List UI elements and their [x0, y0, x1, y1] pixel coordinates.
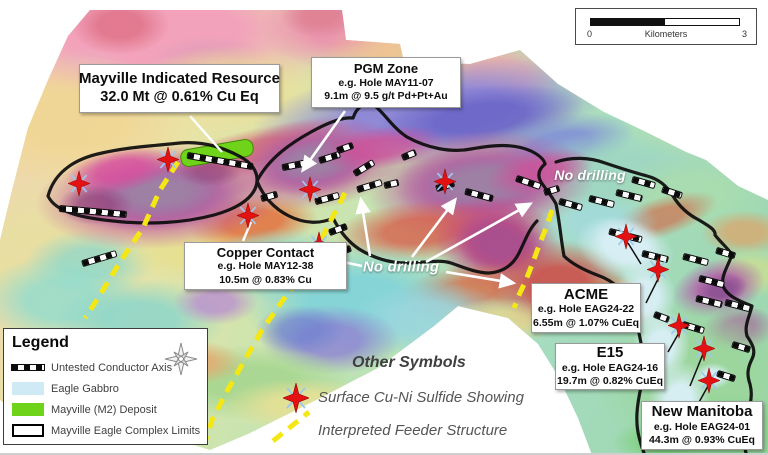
no-drilling-label: No drilling — [362, 258, 440, 276]
sulfide-showing-star-icon — [614, 223, 638, 255]
scale-bar-segments — [590, 18, 740, 26]
sulfide-showing-star-icon — [697, 367, 721, 399]
annotation-box-pgm-zone: PGM Zone e.g. Hole MAY11-07 9.1m @ 9.5 g/t… — [311, 57, 461, 108]
sulfide-showing-star-icon — [67, 170, 91, 202]
annotation-line: 32.0 Mt @ 0.61% Cu Eq — [100, 88, 259, 105]
annotation-title: PGM Zone — [353, 61, 419, 77]
annotation-line: 9.1m @ 9.5 g/t Pd+Pt+Au — [324, 90, 448, 103]
legend-item-label: Untested Conductor Axis — [51, 361, 173, 374]
annotation-line: e.g. Hole EAG24-01 — [653, 420, 751, 433]
legend-item-gabbro: Eagle Gabbro — [12, 378, 199, 399]
scale-bar: 0 Kilometers 3 — [575, 8, 757, 45]
gabbro-swatch — [12, 382, 44, 395]
annotation-box-e15: E15 e.g. Hole EAG24-16 19.7m @ 0.82% CuEq — [555, 343, 665, 390]
legend-item-limits: Mayville Eagle Complex Limits — [12, 420, 201, 441]
annotation-line: e.g. Hole EAG24-16 — [561, 361, 659, 374]
annotation-line: e.g. Hole MAY12-38 — [217, 260, 314, 273]
annotation-line: e.g. Hole MAY11-07 — [338, 76, 434, 89]
sulfide-showing-star-icon — [283, 383, 309, 413]
annotation-line: 19.7m @ 0.82% CuEq — [557, 375, 663, 388]
sulfide-showing-star-icon — [298, 176, 322, 208]
annotation-line: e.g. Hole EAG24-22 — [537, 303, 635, 316]
annotation-title: New Manitoba — [651, 403, 753, 421]
annotation-box-mayville: Mayville Indicated Resource 32.0 Mt @ 0.6… — [79, 64, 280, 113]
sulfide-showing-label: Surface Cu-Ni Sulfide Showing — [318, 389, 524, 406]
conductor-swatch — [12, 365, 44, 370]
legend-title: Legend — [12, 334, 69, 351]
sulfide-showing-star-icon — [646, 256, 670, 288]
sulfide-showing-star-icon — [433, 168, 457, 200]
annotation-box-acme: ACME e.g. Hole EAG24-22 6.55m @ 1.07% CuEq — [531, 283, 641, 333]
sulfide-showing-star-icon — [236, 202, 260, 234]
feeder-structure-label: Interpreted Feeder Structure — [318, 422, 508, 439]
legend-panel: Legend Untested Conductor Axis Eagle Gabb… — [3, 328, 208, 445]
annotation-box-new-manitoba: New Manitoba e.g. Hole EAG24-01 44.3m @ 0.… — [641, 401, 763, 450]
other-symbols-title: Other Symbols — [352, 354, 466, 371]
legend-items: Untested Conductor Axis Eagle Gabbro Mayvi… — [12, 357, 201, 441]
scale-end-label: 3 — [741, 29, 747, 39]
annotation-title: Copper Contact — [216, 244, 315, 260]
legend-item-label: Eagle Gabbro — [51, 382, 119, 395]
deposit-swatch — [12, 403, 44, 416]
scale-start-label: 0 — [587, 29, 593, 39]
legend-item-deposit: Mayville (M2) Deposit — [12, 399, 199, 420]
sulfide-showing-star-icon — [667, 312, 691, 344]
compass-rose-icon — [164, 342, 198, 376]
annotation-line: 10.5m @ 0.83% Cu — [219, 273, 312, 286]
annotation-title: E15 — [596, 344, 624, 362]
legend-item-conductor: Untested Conductor Axis — [12, 357, 199, 378]
annotation-title: ACME — [563, 285, 609, 303]
legend-item-label: Mayville Eagle Complex Limits — [51, 424, 201, 437]
annotation-line: 6.55m @ 1.07% CuEq — [533, 316, 639, 329]
sulfide-showing-star-icon — [692, 335, 716, 367]
legend-item-label: Mayville (M2) Deposit — [51, 403, 157, 416]
scale-unit-label: Kilometers — [644, 29, 688, 39]
sulfide-showing-star-icon — [156, 146, 180, 178]
limits-swatch — [12, 424, 44, 437]
no-drilling-label: No drilling — [554, 167, 626, 183]
annotation-box-copper-contact: Copper Contact e.g. Hole MAY12-38 10.5m @ … — [184, 242, 347, 290]
annotation-line: 44.3m @ 0.93% CuEq — [649, 434, 755, 447]
annotation-title: Mayville Indicated Resource — [79, 70, 280, 88]
